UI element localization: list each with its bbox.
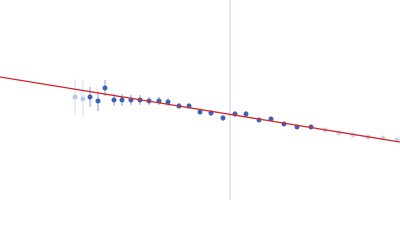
data-point	[80, 96, 86, 102]
data-point	[95, 98, 101, 104]
page: (() => { const data = JSON.parse(documen…	[0, 0, 400, 200]
chart	[0, 0, 400, 200]
data-point	[72, 94, 78, 100]
data-point	[165, 99, 171, 105]
data-point	[119, 97, 125, 103]
data-point	[243, 111, 249, 117]
data-point	[220, 115, 226, 121]
data-point	[87, 94, 93, 100]
fit-line	[0, 76, 400, 143]
data-point	[102, 85, 108, 91]
data-point	[197, 109, 203, 115]
data-point	[111, 97, 117, 103]
